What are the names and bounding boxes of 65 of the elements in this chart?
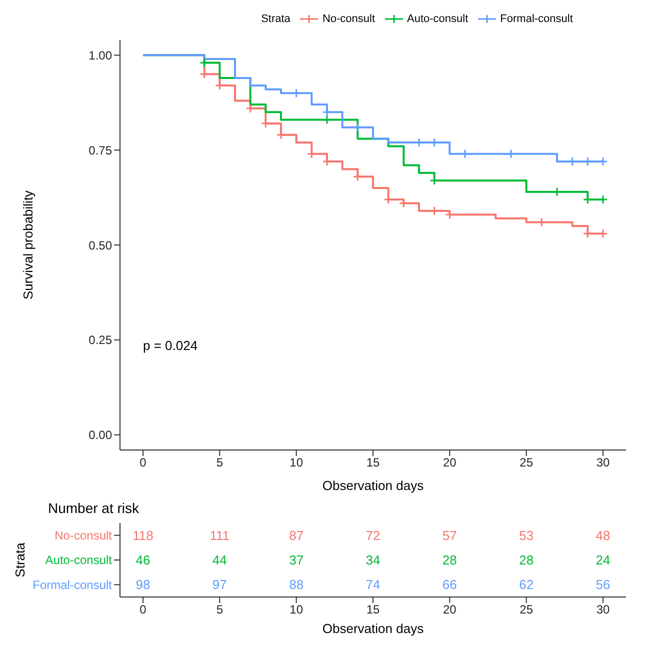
y-tick-label: 1.00	[88, 48, 112, 62]
point	[430, 206, 440, 216]
data-label: 56	[596, 577, 610, 592]
point	[598, 228, 608, 238]
y-tick-label: 0.75	[88, 143, 112, 158]
x-tick-label: 20	[442, 602, 457, 617]
x-tick-label: 10	[290, 602, 304, 617]
y-axis-title: Strata	[12, 542, 28, 578]
data-label: 44	[212, 552, 227, 568]
data-label: 37	[289, 552, 304, 568]
x-tick-label: 10	[290, 456, 304, 470]
x-tick-label: 15	[366, 456, 380, 470]
y-tick-label: No-consult	[54, 528, 113, 543]
x-tick-label: 0	[140, 602, 147, 617]
y-tick-label: Auto-consult	[45, 553, 113, 568]
point	[552, 187, 562, 197]
x-tick-label: 0	[140, 456, 147, 470]
x-tick-label: 30	[596, 456, 610, 470]
data-label: 53	[519, 528, 534, 543]
chart-title: Number at risk	[48, 500, 140, 518]
y-tick-label: 0.50	[88, 238, 112, 252]
point	[246, 104, 256, 114]
x-tick-label: 25	[520, 602, 534, 617]
x-axis-title: Observation days	[322, 621, 424, 636]
point	[582, 228, 592, 238]
x-tick-label: 30	[596, 602, 610, 617]
point	[306, 149, 316, 159]
data-label: 97	[212, 577, 227, 592]
point	[506, 149, 516, 159]
data-label: 88	[289, 577, 304, 592]
data-label: 48	[596, 528, 610, 543]
data-label: 74	[366, 577, 380, 592]
legend-label: No-consult	[322, 13, 376, 25]
point	[200, 69, 210, 79]
data-label: 72	[366, 528, 380, 543]
y-tick-label: 0.00	[88, 428, 112, 442]
annotation: p = 0.024	[143, 338, 198, 353]
point	[352, 172, 362, 182]
x-tick-label: 5	[216, 456, 224, 470]
x-axis-title: Observation days	[322, 478, 424, 493]
x-tick-label: 20	[442, 456, 457, 470]
data-label: 28	[442, 552, 457, 568]
point	[460, 149, 470, 159]
legend-label: Formal-consult	[500, 13, 573, 25]
data-label: 57	[442, 528, 457, 543]
data-label: 62	[519, 577, 534, 592]
y-tick-label: 0.25	[88, 333, 112, 348]
data-label: 111	[210, 528, 230, 543]
data-label: 118	[132, 528, 154, 543]
y-tick-label: Formal-consult	[32, 578, 113, 592]
data-label: 98	[136, 577, 150, 592]
data-label: 46	[136, 552, 150, 568]
legend-title: Strata	[261, 13, 290, 25]
data-label: 87	[289, 528, 304, 543]
y-axis-title: Survival probability	[20, 190, 36, 300]
data-label: 66	[442, 577, 457, 592]
x-tick-label: 25	[520, 456, 534, 470]
legend-label: Auto-consult	[407, 13, 468, 25]
point	[352, 122, 362, 132]
point	[292, 88, 302, 98]
x-tick-label: 5	[216, 602, 224, 617]
x-tick-label: 15	[366, 602, 380, 617]
data-label: 28	[519, 552, 534, 568]
data-label: 34	[366, 552, 380, 568]
data-label: 24	[596, 552, 610, 568]
